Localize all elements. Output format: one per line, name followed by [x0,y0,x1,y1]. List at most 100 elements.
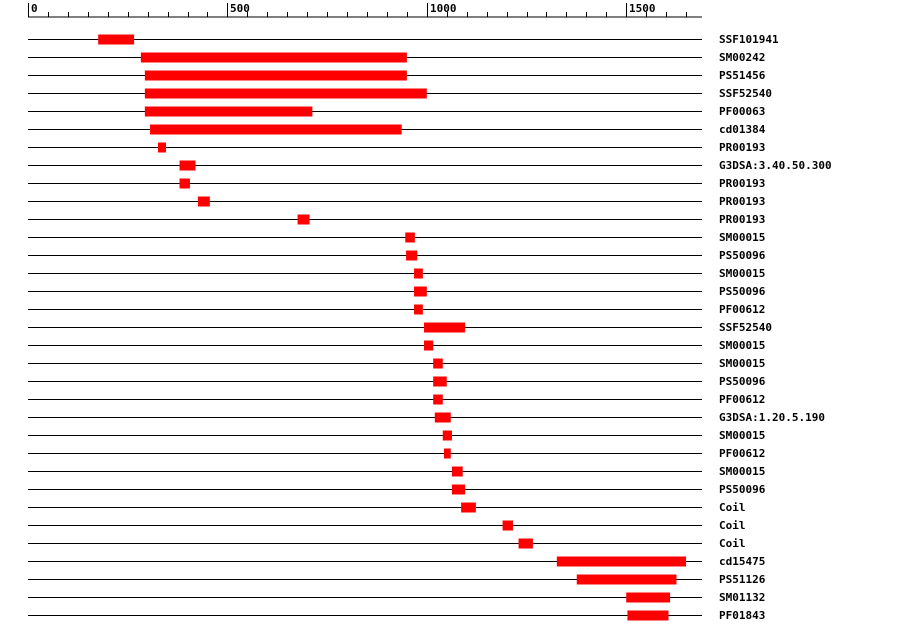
domain-label: PF00612 [719,447,765,460]
domain-bar[interactable] [150,124,402,135]
domain-bar[interactable] [627,610,669,621]
domain-label: Coil [719,519,746,532]
domain-label: PF00612 [719,393,765,406]
domain-bar[interactable] [414,304,423,315]
domain-label: PS50096 [719,285,766,298]
domain-row: PR00193 [28,213,765,226]
domain-row: G3DSA:3.40.50.300 [28,159,832,172]
domain-row: PF00612 [28,303,765,316]
domain-label: PR00193 [719,141,765,154]
domain-bar[interactable] [461,502,476,513]
domain-row: G3DSA:1.20.5.190 [28,411,825,424]
domain-label: SSF101941 [719,33,779,46]
domain-row: SM00015 [28,339,765,352]
domain-label: SM00015 [719,429,765,442]
domain-bar[interactable] [158,142,166,153]
domain-row: PF00063 [28,105,765,118]
domain-label: SSF52540 [719,321,772,334]
domain-label: PF00063 [719,105,765,118]
domain-row: cd15475 [28,555,765,568]
domain-bar[interactable] [556,556,687,567]
domain-row: SM00015 [28,357,765,370]
domain-bar[interactable] [144,88,427,99]
domain-bar[interactable] [406,250,418,261]
domain-bar[interactable] [179,160,196,171]
axis-tick-label: 1500 [629,2,656,15]
domain-row: PR00193 [28,195,765,208]
domain-bar[interactable] [451,466,463,477]
domain-label: SM00015 [719,339,765,352]
domain-label: SM00242 [719,51,765,64]
domain-bar[interactable] [626,592,671,603]
domain-row: PF00612 [28,447,765,460]
domain-label: PR00193 [719,195,765,208]
domain-bar[interactable] [502,520,513,531]
domain-label: SM01132 [719,591,765,604]
domain-bar[interactable] [424,340,434,351]
domain-label: PF01843 [719,609,765,622]
domain-bar[interactable] [98,34,135,45]
domain-row: Coil [28,519,746,532]
domain-row: PS50096 [28,483,766,496]
domain-row: PR00193 [28,141,765,154]
domain-bar[interactable] [414,286,427,297]
axis-tick-label: 1000 [430,2,457,15]
domain-label: Coil [719,537,746,550]
domain-row: SM00242 [28,51,765,64]
domain-label: PS50096 [719,375,766,388]
domain-label: cd01384 [719,123,766,136]
domain-label: PS50096 [719,249,766,262]
domain-row: SM00015 [28,231,765,244]
domain-bar[interactable] [297,214,310,225]
domain-row: PS51456 [28,69,766,82]
domain-bar[interactable] [433,394,443,405]
domain-row: Coil [28,537,746,550]
domain-row: PR00193 [28,177,765,190]
domain-label: G3DSA:3.40.50.300 [719,159,832,172]
domain-label: PR00193 [719,177,765,190]
domain-bar[interactable] [576,574,677,585]
domain-bar[interactable] [414,268,423,279]
domain-bar[interactable] [433,376,447,387]
domain-row: PF01843 [28,609,765,622]
domain-bar[interactable] [451,484,466,495]
domain-bar[interactable] [179,178,190,189]
domain-bar[interactable] [144,106,313,117]
domain-row: SM01132 [28,591,765,604]
domain-bar[interactable] [443,448,451,459]
domain-label: SM00015 [719,267,765,280]
domain-row: SM00015 [28,465,765,478]
domain-bar[interactable] [197,196,210,207]
domain-label: SSF52540 [719,87,772,100]
domain-row: cd01384 [28,123,766,136]
domain-row: SM00015 [28,429,765,442]
domain-row: PS50096 [28,249,766,262]
domain-label: PS50096 [719,483,766,496]
domain-bar[interactable] [140,52,407,63]
domain-label: PS51126 [719,573,766,586]
domain-label: PF00612 [719,303,765,316]
domain-row: SSF101941 [28,33,779,46]
domain-bar[interactable] [144,70,407,81]
axis-tick-label: 0 [31,2,38,15]
domain-bar[interactable] [434,412,451,423]
domain-bar[interactable] [442,430,452,441]
domain-row: SM00015 [28,267,765,280]
domain-bar[interactable] [433,358,443,369]
domain-label: PS51456 [719,69,766,82]
domain-label: SM00015 [719,357,765,370]
domain-row: PS51126 [28,573,766,586]
domain-label: PR00193 [719,213,765,226]
domain-label: G3DSA:1.20.5.190 [719,411,825,424]
axis-tick-label: 500 [230,2,250,15]
domain-bar[interactable] [424,322,466,333]
domain-label: SM00015 [719,231,765,244]
domain-row: SSF52540 [28,321,772,334]
domain-row: Coil [28,501,746,514]
domain-row: PS50096 [28,285,766,298]
domain-bar[interactable] [518,538,533,549]
domain-row: PF00612 [28,393,765,406]
domain-row: SSF52540 [28,87,772,100]
domain-bar[interactable] [405,232,415,243]
